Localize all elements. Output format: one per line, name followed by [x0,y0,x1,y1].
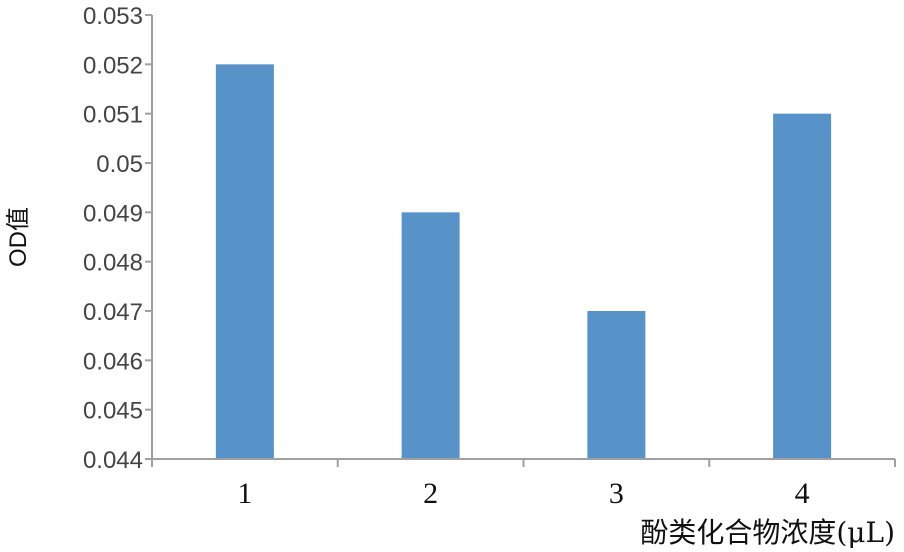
y-tick-label: 0.05 [96,151,143,178]
y-tick-label: 0.046 [83,348,143,375]
bar-2 [401,212,460,459]
y-tick-label: 0.049 [83,200,143,227]
y-tick-label: 0.052 [83,52,143,79]
y-tick-label: 0.053 [83,3,143,30]
x-tick-label: 2 [423,477,438,510]
y-tick-label: 0.044 [83,447,143,474]
bar-4 [773,113,832,460]
x-tick-label: 4 [795,477,810,510]
bar-1 [215,64,274,459]
x-tick-label: 3 [609,477,624,510]
y-tick-label: 0.051 [83,102,143,129]
bars [215,64,832,460]
x-axis-label: 酚类化合物浓度(μL) [640,516,895,549]
y-axis-label: OD值 [5,207,32,267]
x-tick-labels: 1 2 3 4 [151,459,896,510]
y-tick-label: 0.048 [83,250,143,277]
y-tick-label: 0.047 [83,299,143,326]
x-tick-label: 1 [237,477,252,510]
y-tick-label: 0.045 [83,398,143,425]
bar-3 [587,311,646,459]
y-tick-labels: 0.044 0.045 0.046 0.047 0.048 0.049 0.05 0.051 0… [83,3,152,474]
